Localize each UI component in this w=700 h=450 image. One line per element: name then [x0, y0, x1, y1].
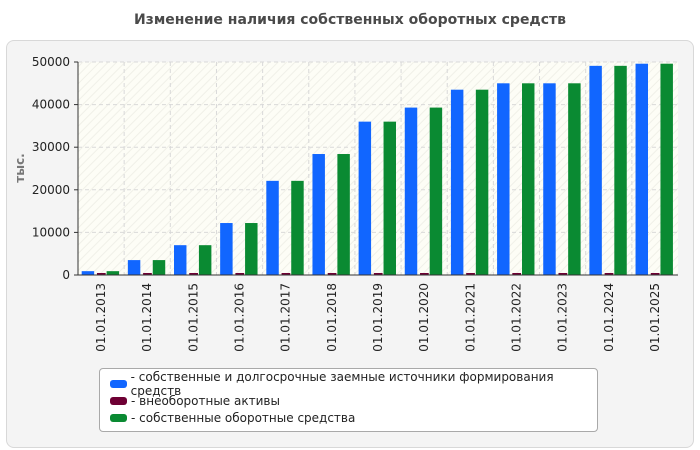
legend-item: - собственные и долгосрочные заемные ист… — [110, 370, 597, 398]
bar-noncurrent-assets — [143, 273, 152, 275]
y-tick-label: 20000 — [32, 183, 70, 197]
bar-working-capital — [106, 271, 120, 275]
bar-working-capital — [429, 107, 443, 275]
bar-working-capital — [152, 260, 166, 275]
bar-sources — [358, 121, 372, 275]
legend-label: - собственные и долгосрочные заемные ист… — [130, 369, 554, 398]
x-tick-label: 01.01.2016 — [233, 283, 247, 352]
bar-working-capital — [568, 83, 581, 275]
bar-working-capital — [337, 154, 350, 275]
plot-area-hatch — [78, 62, 678, 275]
bar-noncurrent-assets — [466, 273, 475, 275]
legend-swatch-1 — [110, 396, 127, 405]
legend-label: - собственные оборотные средства — [131, 410, 356, 425]
y-tick-label: 40000 — [32, 98, 70, 112]
bar-sources — [497, 83, 510, 275]
x-tick-label: 01.01.2020 — [417, 283, 431, 352]
bar-working-capital — [291, 180, 304, 275]
x-tick-label: 01.01.2022 — [509, 283, 523, 352]
legend-swatch-2 — [110, 413, 127, 422]
legend-item: - внеоборотные активы — [110, 392, 597, 409]
bar-sources — [635, 63, 648, 276]
bar-sources — [174, 245, 187, 275]
bar-noncurrent-assets — [558, 273, 568, 275]
chart-title: Изменение наличия собственных оборотных … — [133, 12, 567, 28]
x-tick-label: 01.01.2014 — [140, 283, 154, 352]
bar-sources — [127, 260, 141, 275]
legend-item: - собственные оборотные средства — [110, 409, 597, 426]
bar-noncurrent-assets — [604, 273, 614, 275]
bar-working-capital — [475, 89, 489, 275]
bar-noncurrent-assets — [189, 273, 198, 275]
bar-noncurrent-assets — [327, 273, 337, 275]
y-tick-label: 30000 — [32, 140, 70, 154]
bar-noncurrent-assets — [420, 273, 429, 275]
bar-working-capital — [522, 83, 535, 275]
y-tick-label: 50000 — [32, 55, 70, 69]
bar-sources — [589, 65, 602, 275]
x-tick-label: 01.01.2018 — [325, 283, 339, 352]
x-tick-label: 01.01.2025 — [648, 283, 662, 352]
bar-sources — [220, 223, 233, 275]
bar-working-capital — [245, 223, 258, 275]
bar-working-capital — [383, 121, 396, 275]
bar-sources — [450, 89, 464, 275]
legend: - собственные и долгосрочные заемные ист… — [99, 368, 598, 432]
bar-sources — [81, 271, 95, 275]
bar-working-capital — [198, 245, 212, 275]
y-axis-label: тыс. — [13, 153, 27, 182]
bar-sources — [543, 83, 556, 275]
bar-noncurrent-assets — [281, 273, 291, 275]
legend-swatch-0 — [110, 379, 127, 388]
bar-working-capital — [614, 65, 627, 275]
bar-noncurrent-assets — [512, 273, 522, 275]
bar-noncurrent-assets — [235, 273, 245, 275]
bar-noncurrent-assets — [96, 273, 106, 275]
x-tick-label: 01.01.2017 — [279, 283, 293, 352]
bar-working-capital — [660, 63, 673, 276]
bar-noncurrent-assets — [650, 273, 660, 275]
x-tick-label: 01.01.2024 — [602, 283, 616, 352]
bar-sources — [404, 107, 418, 275]
x-tick-label: 01.01.2021 — [463, 283, 477, 352]
legend-label: - внеоборотные активы — [131, 393, 280, 408]
y-tick-label: 10000 — [32, 225, 70, 239]
bar-noncurrent-assets — [373, 273, 383, 275]
bar-sources — [312, 154, 325, 275]
x-tick-label: 01.01.2023 — [556, 283, 570, 352]
x-tick-label: 01.01.2013 — [94, 283, 108, 352]
x-tick-label: 01.01.2019 — [371, 283, 385, 352]
y-tick-label: 0 — [62, 268, 70, 282]
bar-sources — [266, 180, 279, 275]
x-tick-label: 01.01.2015 — [186, 283, 200, 352]
